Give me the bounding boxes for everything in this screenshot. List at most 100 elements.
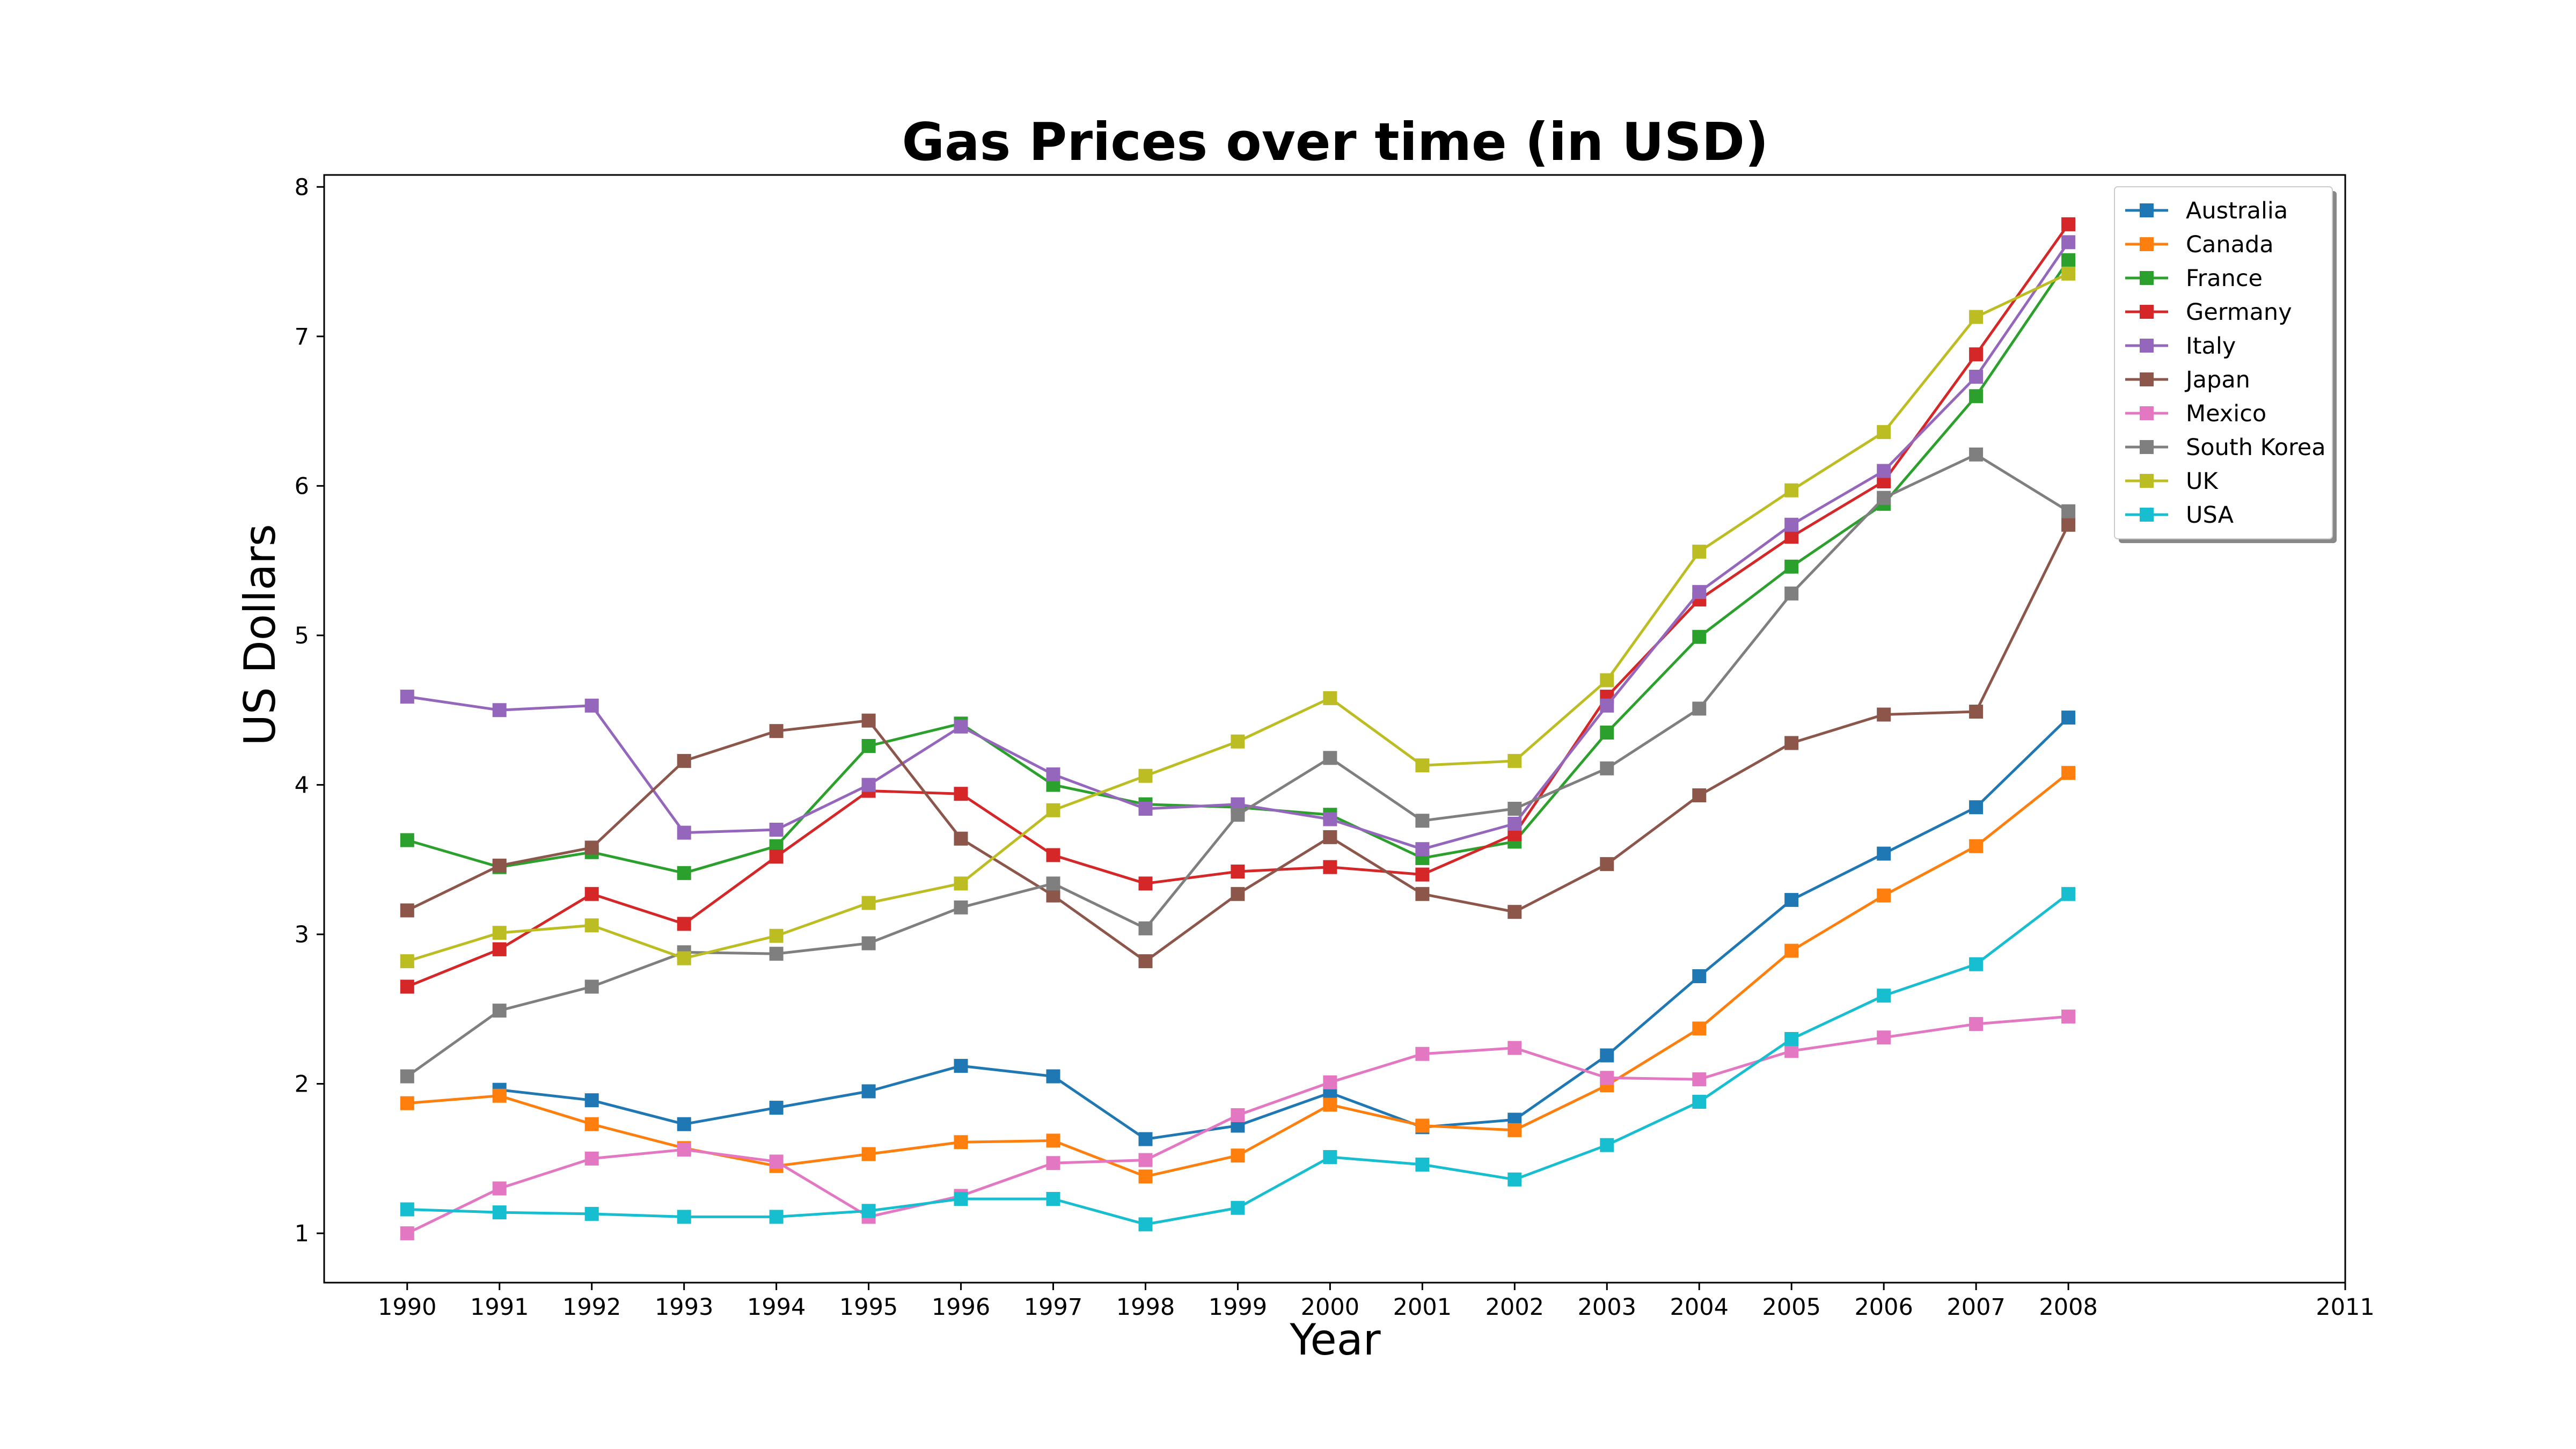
y-axis-label: US Dollars bbox=[235, 524, 285, 745]
series-japan bbox=[400, 517, 2076, 969]
legend: Australia Canada France Germany Italy Japan Me… bbox=[2114, 186, 2337, 543]
data-point bbox=[861, 739, 876, 753]
data-point bbox=[2061, 1009, 2076, 1024]
data-point bbox=[1138, 769, 1153, 783]
data-point bbox=[400, 1226, 414, 1241]
data-point bbox=[1231, 808, 1245, 822]
data-point bbox=[861, 936, 876, 950]
legend-item: Italy bbox=[2125, 333, 2236, 360]
data-point bbox=[1877, 707, 1891, 722]
data-point bbox=[1692, 585, 1707, 599]
data-point bbox=[2061, 504, 2076, 518]
data-point bbox=[1138, 876, 1153, 891]
data-point bbox=[492, 1181, 507, 1196]
data-point bbox=[2061, 253, 2076, 267]
data-point bbox=[861, 713, 876, 728]
data-point bbox=[1507, 753, 1522, 768]
data-point bbox=[1323, 860, 1337, 874]
data-point bbox=[1692, 701, 1707, 716]
data-point bbox=[1231, 887, 1245, 901]
data-point bbox=[400, 954, 414, 969]
legend-item: UK bbox=[2125, 468, 2219, 495]
x-tick-label: 2002 bbox=[1485, 1294, 1544, 1321]
data-point bbox=[954, 831, 968, 846]
data-point bbox=[400, 690, 414, 704]
data-point bbox=[954, 1135, 968, 1150]
data-point bbox=[1969, 839, 1984, 853]
legend-label: Australia bbox=[2186, 197, 2288, 224]
data-point bbox=[861, 896, 876, 910]
data-point bbox=[1600, 1048, 1614, 1063]
legend-swatch-marker bbox=[2140, 305, 2154, 319]
data-point bbox=[1138, 802, 1153, 816]
series-line bbox=[499, 716, 2069, 1141]
x-tick-label: 2011 bbox=[2316, 1294, 2374, 1321]
data-point bbox=[1138, 1217, 1153, 1232]
data-point bbox=[769, 724, 784, 738]
data-point bbox=[2061, 887, 2076, 901]
data-point bbox=[1415, 1046, 1430, 1061]
data-point bbox=[1969, 347, 1984, 362]
data-point bbox=[1323, 830, 1337, 844]
data-point bbox=[954, 1059, 968, 1073]
legend-swatch-marker bbox=[2140, 203, 2154, 217]
data-point bbox=[1231, 1108, 1245, 1122]
data-point bbox=[400, 903, 414, 918]
legend-swatch-marker bbox=[2140, 271, 2154, 285]
data-point bbox=[584, 1206, 599, 1221]
data-point bbox=[1969, 1017, 1984, 1031]
x-tick-label: 2000 bbox=[1301, 1294, 1359, 1321]
x-tick-label: 2001 bbox=[1393, 1294, 1452, 1321]
data-point bbox=[1969, 389, 1984, 404]
data-point bbox=[1323, 1097, 1337, 1112]
data-point bbox=[1877, 989, 1891, 1003]
data-point bbox=[1877, 1030, 1891, 1045]
data-point bbox=[1692, 788, 1707, 802]
data-point bbox=[1231, 1201, 1245, 1215]
x-tick-label: 2004 bbox=[1670, 1294, 1729, 1321]
data-point bbox=[584, 840, 599, 855]
data-point bbox=[1600, 857, 1614, 872]
data-point bbox=[1415, 867, 1430, 882]
data-point bbox=[584, 979, 599, 994]
data-point bbox=[1046, 803, 1060, 817]
data-point bbox=[1692, 1021, 1707, 1036]
y-tick-label: 5 bbox=[295, 623, 309, 649]
data-point bbox=[1046, 848, 1060, 862]
legend-label: Canada bbox=[2186, 231, 2274, 258]
data-point bbox=[1415, 1158, 1430, 1172]
legend-item: France bbox=[2125, 265, 2263, 292]
data-point bbox=[584, 887, 599, 901]
data-point bbox=[1600, 698, 1614, 713]
x-tick-label: 1995 bbox=[839, 1294, 898, 1321]
data-point bbox=[584, 918, 599, 933]
plot-frame bbox=[323, 174, 2346, 1284]
data-point bbox=[861, 1204, 876, 1218]
legend-item: Mexico bbox=[2125, 400, 2266, 427]
data-point bbox=[584, 1117, 599, 1131]
legend-item: Canada bbox=[2125, 231, 2274, 258]
data-point bbox=[1784, 530, 1799, 544]
data-point bbox=[1969, 447, 1984, 462]
data-point bbox=[1046, 1069, 1060, 1084]
data-point bbox=[677, 1143, 691, 1157]
data-point bbox=[2061, 766, 2076, 780]
data-point bbox=[1231, 1148, 1245, 1163]
data-point bbox=[2061, 517, 2076, 532]
data-point bbox=[1600, 1138, 1614, 1152]
data-point bbox=[1507, 1123, 1522, 1137]
data-point bbox=[400, 979, 414, 994]
data-point bbox=[400, 1202, 414, 1217]
data-point bbox=[1507, 816, 1522, 831]
data-point bbox=[2061, 235, 2076, 250]
data-point bbox=[2061, 266, 2076, 281]
data-point bbox=[1046, 1192, 1060, 1206]
data-point bbox=[1323, 691, 1337, 705]
data-point bbox=[1415, 1118, 1430, 1133]
data-point bbox=[769, 1210, 784, 1224]
data-point bbox=[1138, 1169, 1153, 1184]
legend-label: UK bbox=[2186, 468, 2219, 495]
data-point bbox=[1600, 761, 1614, 775]
x-tick-label: 1997 bbox=[1024, 1294, 1082, 1321]
data-point bbox=[1784, 736, 1799, 750]
